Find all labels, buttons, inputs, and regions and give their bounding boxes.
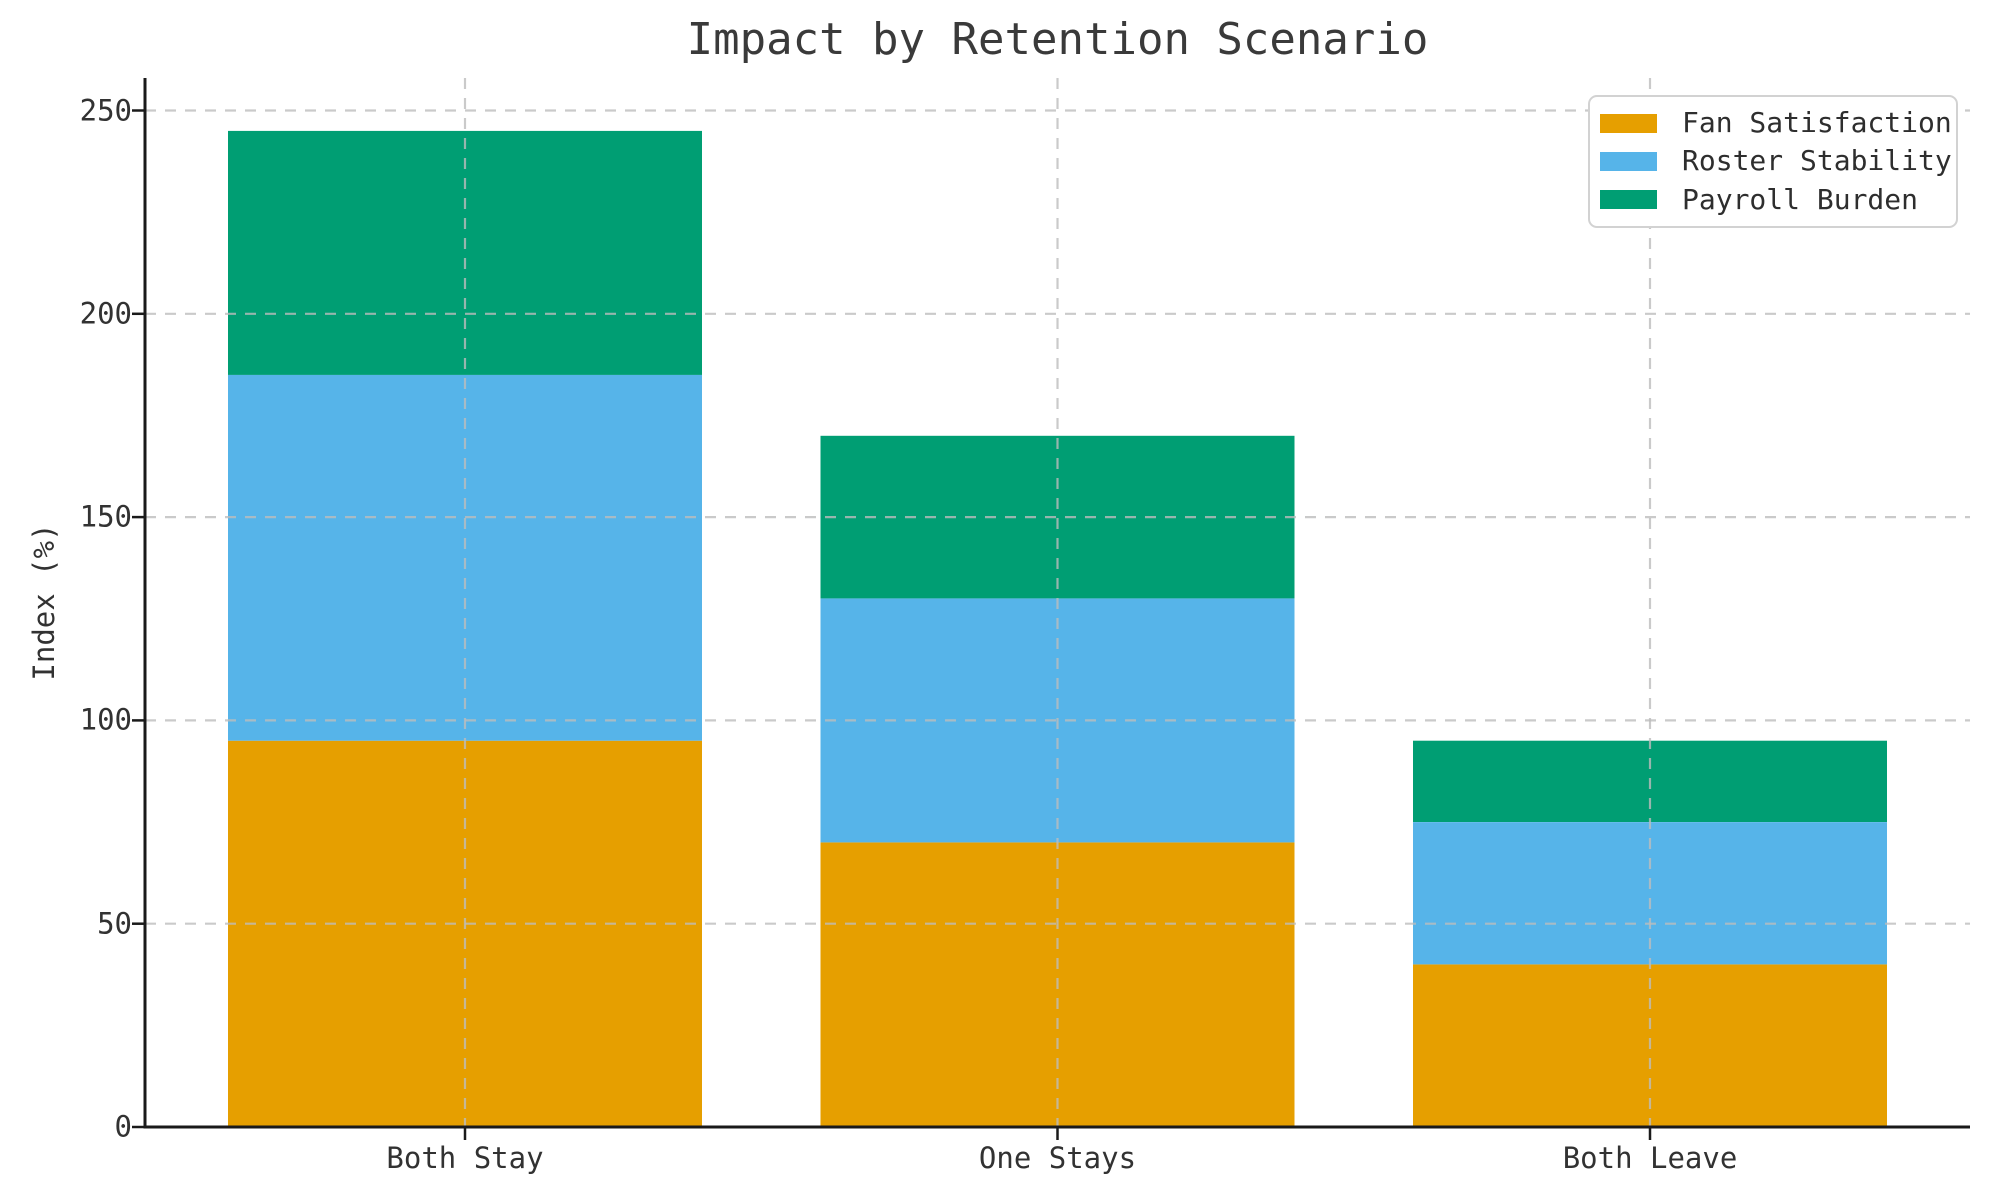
- legend-entry-payroll-burden: Payroll Burden: [1600, 182, 1948, 216]
- y-tick-label-150: 150: [79, 499, 132, 534]
- x-tick-label-one-stays: One Stays: [978, 1141, 1137, 1175]
- legend-label-fan-satisfaction: Fan Satisfaction: [1682, 106, 1952, 140]
- chart-title: Impact by Retention Scenario: [686, 14, 1429, 65]
- bar-both-stay-payroll-burden: [228, 130, 702, 375]
- legend-entry-fan-satisfaction: Fan Satisfaction: [1600, 109, 1952, 137]
- axes-layer: [132, 78, 1970, 1140]
- legend-swatch-roster-stability: [1600, 151, 1657, 171]
- legend-swatch-fan-satisfaction: [1600, 113, 1657, 133]
- legend: Fan Satisfaction Roster Stability Payrol…: [1588, 95, 1958, 228]
- y-tick-label-100: 100: [79, 702, 132, 737]
- x-tick-label-both-leave: Both Leave: [1562, 1141, 1738, 1175]
- legend-label-roster-stability: Roster Stability: [1682, 144, 1952, 178]
- legend-swatch-payroll-burden: [1600, 190, 1657, 210]
- y-tick-label-250: 250: [79, 93, 132, 127]
- y-tick-label-0: 0: [114, 1109, 132, 1144]
- legend-entry-roster-stability: Roster Stability: [1600, 147, 1952, 175]
- y-tick-label-50: 50: [97, 906, 132, 941]
- x-tick-label-both-stay: Both Stay: [386, 1141, 544, 1175]
- y-tick-label-200: 200: [79, 296, 132, 331]
- legend-label-payroll-burden: Payroll Burden: [1682, 182, 1919, 216]
